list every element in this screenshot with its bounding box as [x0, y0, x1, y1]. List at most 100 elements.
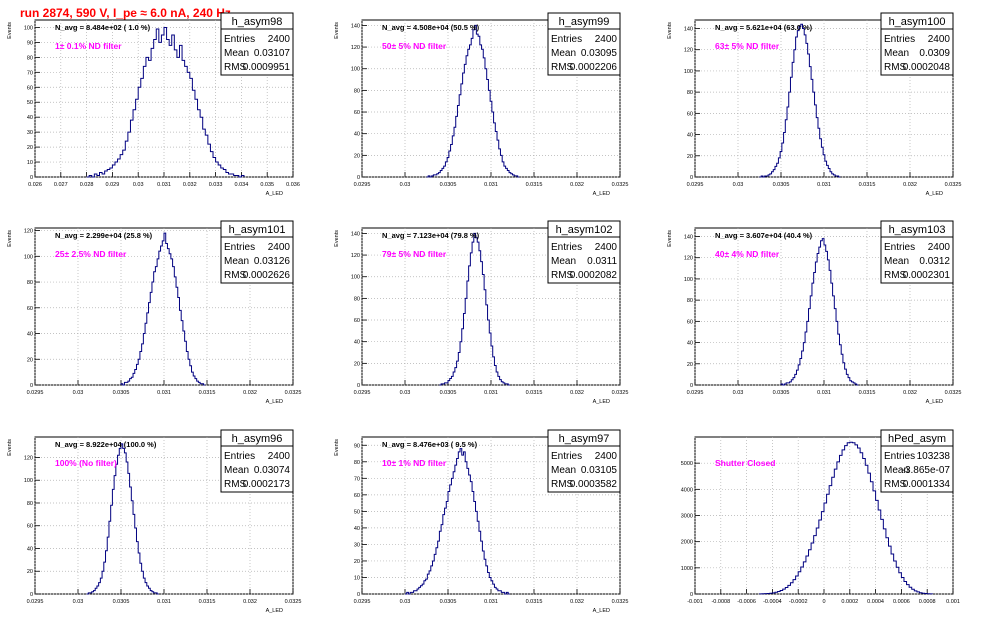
y-tick-label: 80: [354, 88, 360, 94]
y-tick-label: 20: [687, 154, 693, 160]
stats-key-mean: Mean: [551, 465, 576, 476]
histogram-panel-h_asym98: 0.026 0.027 0.028 0.029 0.03 0.031 0.032 0.033 0…: [7, 12, 300, 197]
x-tick-label: 0.0295: [687, 182, 704, 188]
y-axis-label: Events: [667, 22, 673, 39]
x-tick-label: 0.0305: [773, 182, 790, 188]
y-tick-label: 80: [354, 460, 360, 466]
x-tick-label: 0.031: [817, 182, 831, 188]
histogram-step-line: [405, 448, 510, 595]
y-tick-label: 0: [357, 175, 360, 181]
x-tick-label: 0.0315: [526, 182, 543, 188]
y-tick-label: 140: [684, 26, 693, 32]
stats-key-rms: RMS: [884, 479, 907, 490]
n-avg-annotation: N_avg = 3.607e+04 (40.4 %): [715, 231, 813, 240]
histogram-title: h_asym103: [889, 224, 946, 236]
x-tick-label: 0.031: [817, 390, 831, 396]
x-tick-label: 0.0295: [354, 390, 371, 396]
x-tick-label: 0.031: [157, 599, 171, 605]
y-tick-label: 40: [354, 132, 360, 138]
x-tick-label: 0.0002: [841, 599, 858, 605]
y-tick-label: 40: [687, 133, 693, 139]
stats-value-entries: 2400: [268, 34, 291, 45]
y-tick-label: 4000: [681, 487, 693, 493]
y-tick-label: 60: [354, 110, 360, 116]
filter-label: 1± 0.1% ND filter: [55, 41, 122, 51]
y-tick-label: 100: [684, 277, 693, 283]
x-tick-label: 0.0305: [113, 390, 130, 396]
stats-key-entries: Entries: [884, 34, 915, 45]
stats-key-entries: Entries: [224, 34, 255, 45]
y-tick-label: 50: [27, 100, 33, 106]
histogram-title: h_asym102: [556, 224, 613, 236]
y-tick-label: 10: [354, 575, 360, 581]
x-axis-label: A_LED: [266, 191, 283, 197]
y-tick-label: 120: [684, 48, 693, 54]
y-tick-label: 20: [354, 559, 360, 565]
stats-key-entries: Entries: [224, 242, 255, 253]
x-tick-label: 0.03: [400, 390, 411, 396]
stats-value-entries: 2400: [595, 242, 618, 253]
x-tick-label: 0.0315: [859, 182, 876, 188]
y-tick-label: 140: [351, 23, 360, 29]
y-axis-label: Events: [334, 230, 340, 247]
y-tick-label: 40: [27, 546, 33, 552]
y-tick-label: 0: [690, 175, 693, 181]
y-tick-label: 70: [27, 70, 33, 76]
x-tick-label: 0.0325: [612, 182, 629, 188]
x-tick-label: 0.0295: [687, 390, 704, 396]
stats-value-entries: 2400: [268, 242, 291, 253]
y-tick-label: 70: [354, 476, 360, 482]
x-tick-label: 0.001: [946, 599, 960, 605]
stats-value-entries: 2400: [595, 451, 618, 462]
y-axis-label: Events: [7, 439, 13, 456]
stats-box: [220, 12, 294, 76]
y-tick-label: 80: [687, 90, 693, 96]
x-tick-label: 0.0008: [919, 599, 936, 605]
x-tick-label: 0.03: [400, 599, 411, 605]
histogram-step-line: [759, 23, 841, 178]
histogram-panel-hPed_asym: -0.001 -0.0008 -0.0006 -0.0004 -0.0002 0 0.000…: [681, 429, 960, 605]
histogram-panel-h_asym101: 0.0295 0.03 0.0305 0.031 0.0315 0.032 0.0325 0 2…: [7, 220, 301, 405]
y-tick-label: 60: [27, 524, 33, 530]
x-tick-label: -0.0004: [763, 599, 782, 605]
histogram-title: h_asym99: [559, 16, 610, 28]
stats-key-mean: Mean: [224, 256, 249, 267]
y-tick-label: 0: [690, 592, 693, 598]
stats-key-rms: RMS: [551, 270, 574, 281]
y-tick-label: 120: [24, 455, 33, 461]
x-tick-label: 0.032: [243, 390, 257, 396]
n-avg-annotation: N_avg = 8.484e+02 ( 1.0 %): [55, 23, 151, 32]
stats-key-entries: Entries: [551, 451, 582, 462]
y-tick-label: 30: [27, 130, 33, 136]
x-tick-label: 0.0305: [440, 599, 457, 605]
stats-key-rms: RMS: [884, 62, 907, 73]
y-tick-label: 20: [27, 569, 33, 575]
y-tick-label: 100: [351, 67, 360, 73]
x-tick-label: 0.0315: [526, 599, 543, 605]
y-tick-label: 90: [354, 443, 360, 449]
x-tick-label: -0.001: [687, 599, 703, 605]
n-avg-annotation: N_avg = 4.508e+04 (50.5 %): [382, 23, 480, 32]
n-avg-annotation: N_avg = 8.922e+04 (100.0 %): [55, 440, 157, 449]
histogram-title: h_asym96: [232, 433, 283, 445]
stats-key-entries: Entries: [884, 242, 915, 253]
stats-key-rms: RMS: [224, 270, 247, 281]
x-tick-label: 0.027: [54, 182, 68, 188]
y-tick-label: 140: [351, 231, 360, 237]
stats-box: [880, 12, 954, 76]
n-avg-annotation: N_avg = 2.299e+04 (25.8 %): [55, 231, 153, 240]
x-tick-label: 0.0305: [440, 390, 457, 396]
y-axis-label: Events: [7, 230, 13, 247]
stats-value-rms: 0.0002206: [570, 62, 618, 73]
stats-key-rms: RMS: [551, 62, 574, 73]
y-tick-label: 60: [27, 306, 33, 312]
x-tick-label: 0.032: [570, 390, 584, 396]
y-tick-label: 100: [24, 254, 33, 260]
stats-value-mean: 0.0311: [587, 256, 617, 267]
filter-label: 50± 5% ND filter: [382, 41, 447, 51]
stats-key-mean: Mean: [884, 48, 909, 59]
y-axis-label: Events: [334, 439, 340, 456]
histogram-step-line: [86, 443, 159, 595]
x-tick-label: 0.0315: [199, 390, 216, 396]
stats-value-mean: -3.865e-07: [902, 465, 951, 476]
